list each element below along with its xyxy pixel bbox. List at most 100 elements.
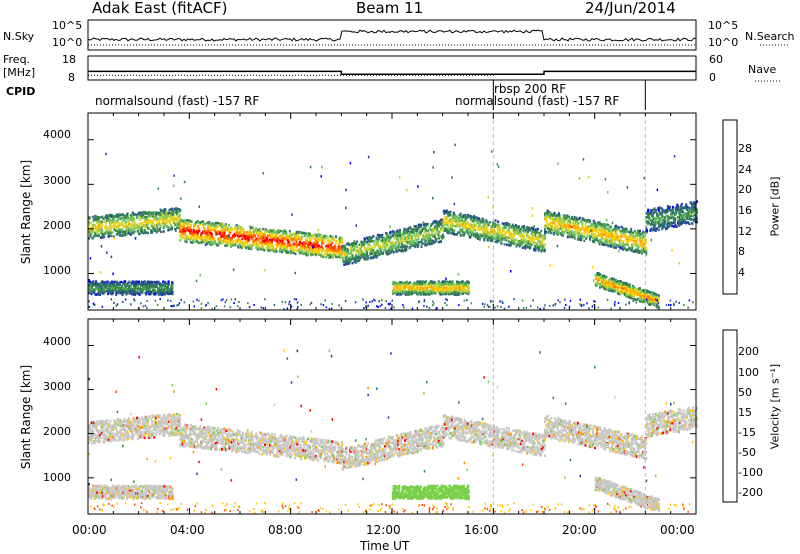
power-echo-cell xyxy=(528,227,530,230)
power-echo-cell xyxy=(163,222,165,225)
power-echo-cell xyxy=(187,226,189,229)
power-echo-cell xyxy=(578,222,580,225)
power-echo-cell xyxy=(546,221,548,224)
power-echo-cell xyxy=(411,235,413,238)
power-echo-cell xyxy=(661,219,663,222)
power-echo-cell xyxy=(581,223,583,226)
power-echo-cell xyxy=(205,223,207,226)
power-echo-cell xyxy=(585,231,587,234)
power-echo-cell xyxy=(417,238,419,241)
power-echo-cell xyxy=(335,235,337,238)
power-echo-cell xyxy=(463,227,465,230)
power-echo-cell xyxy=(599,227,601,230)
power-echo-cell xyxy=(593,241,595,244)
power-echo-cell xyxy=(428,243,430,246)
power-echo-cell xyxy=(677,216,679,219)
power-echo-cell xyxy=(179,226,181,229)
power-echo-cell xyxy=(639,230,641,233)
power-echo-cell xyxy=(604,223,606,226)
power-echo-cell xyxy=(251,247,253,250)
power-echo-cell xyxy=(514,239,516,242)
power-echo-cell xyxy=(533,238,535,241)
power-echo-cell xyxy=(388,253,390,256)
power-echo-cell xyxy=(647,209,649,212)
power-echo-cell xyxy=(488,224,490,227)
power-echo-cell xyxy=(296,240,298,243)
power-echo-cell xyxy=(372,235,374,238)
power-echo-cell xyxy=(141,222,143,225)
power-echo-cell xyxy=(474,219,476,222)
power-echo-cell xyxy=(579,217,581,220)
power-echo-cell xyxy=(258,238,260,241)
power-echo-cell xyxy=(602,223,604,226)
power-echo-cell xyxy=(136,214,138,217)
power-echo-cell xyxy=(623,240,625,243)
power-echo-cell xyxy=(154,228,156,231)
power-echo-cell xyxy=(514,242,516,245)
power-echo-cell xyxy=(281,251,283,254)
power-echo-cell xyxy=(483,226,485,229)
power-echo-cell xyxy=(441,219,443,222)
power-echo-cell xyxy=(307,253,309,256)
power-echo-cell xyxy=(564,214,566,217)
power-echo-cell xyxy=(632,232,634,235)
power-echo-cell xyxy=(352,254,354,257)
power-echo-cell xyxy=(618,227,620,230)
power-echo-cell xyxy=(138,281,140,284)
power-echo-cell xyxy=(573,221,575,224)
power-echo-cell xyxy=(125,233,127,236)
power-echo-cell xyxy=(122,229,124,232)
power-echo-cell xyxy=(472,232,474,235)
power-echo-cell xyxy=(254,235,256,238)
power-echo-cell xyxy=(681,222,683,225)
power-echo-cell xyxy=(637,251,639,254)
power-echo-cell xyxy=(624,233,626,236)
power-echo-cell xyxy=(167,219,169,222)
power-echo-cell xyxy=(440,240,442,243)
power-echo-cell xyxy=(146,219,148,222)
power-echo-cell xyxy=(127,212,129,215)
power-echo-cell xyxy=(425,229,427,232)
power-echo-cell xyxy=(208,221,210,224)
power-echo-cell xyxy=(640,233,642,236)
power-echo-cell xyxy=(169,222,171,225)
power-echo-cell xyxy=(174,220,176,223)
power-echo-cell xyxy=(310,242,312,245)
power-echo-cell xyxy=(235,239,237,242)
power-echo-cell xyxy=(405,248,407,251)
power-echo-cell xyxy=(630,230,632,233)
power-echo-cell xyxy=(504,234,506,237)
power-echo-cell xyxy=(137,227,139,230)
power-echo-cell xyxy=(189,226,191,229)
power-echo-cell xyxy=(563,231,565,234)
power-echo-cell xyxy=(483,220,485,223)
power-echo-cell xyxy=(355,261,357,264)
power-echo-cell xyxy=(153,281,155,284)
power-echo-cell xyxy=(576,219,578,222)
power-echo-cell xyxy=(516,239,518,242)
power-echo-cell xyxy=(646,229,648,232)
power-echo-cell xyxy=(341,242,343,245)
power-echo-cell xyxy=(183,225,185,228)
power-echo-cell xyxy=(358,244,360,247)
power-echo-cell xyxy=(115,225,117,228)
power-echo-cell xyxy=(269,238,271,241)
power-echo-cell xyxy=(374,246,376,249)
power-echo-cell xyxy=(500,242,502,245)
power-echo-cell xyxy=(523,241,525,244)
power-echo-cell xyxy=(103,220,105,223)
power-echo-cell xyxy=(431,230,433,233)
power-echo-cell xyxy=(317,243,319,246)
power-echo-cell xyxy=(156,222,158,225)
power-echo-cell xyxy=(245,247,247,250)
power-echo-cell xyxy=(148,227,150,230)
power-echo-cell xyxy=(452,223,454,226)
power-echo-cell xyxy=(371,246,373,249)
power-echo-cell xyxy=(129,228,131,231)
power-echo-cell xyxy=(614,242,616,245)
power-echo-cell xyxy=(378,237,380,240)
power-echo-cell xyxy=(186,229,188,232)
power-echo-cell xyxy=(552,227,554,230)
power-echo-cell xyxy=(681,207,683,210)
power-echo-cell xyxy=(172,282,174,285)
